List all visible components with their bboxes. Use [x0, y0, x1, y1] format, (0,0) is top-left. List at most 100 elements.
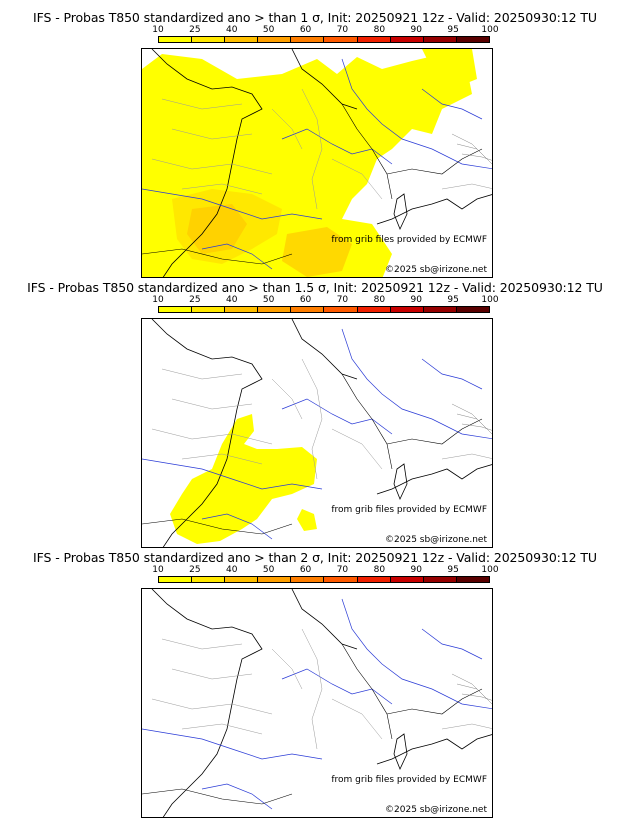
colorbar-tick-label: 25: [189, 295, 201, 305]
colorbar-tick-label: 100: [481, 565, 499, 575]
map-canvas: [142, 319, 492, 547]
colorbar-tick-label: 100: [481, 295, 499, 305]
colorbar-segment: [390, 307, 424, 312]
colorbar-segment: [258, 37, 292, 42]
colorbar-tick-label: 80: [373, 295, 386, 305]
colorbar-segment: [159, 37, 193, 42]
colorbar-tick-labels: 10 25 40 50 60 70 80 90 95 100: [152, 25, 498, 35]
map-canvas: [142, 589, 492, 817]
map-canvas: [142, 49, 492, 277]
colorbar-tick-label: 90: [410, 295, 422, 305]
colorbar-segment: [291, 577, 325, 582]
colorbar-tick-label: 100: [481, 25, 499, 35]
island-corsica: [393, 193, 408, 231]
data-source-credit: from grib files provided by ECMWF: [331, 775, 487, 785]
colorbar-segment: [291, 37, 325, 42]
colorbar-tick-label: 25: [189, 565, 201, 575]
colorbar-segment: [456, 577, 489, 582]
colorbar-segment: [291, 307, 325, 312]
colorbar-tick-label: 40: [226, 295, 238, 305]
country-borders: [142, 103, 483, 265]
rivers: [142, 328, 492, 540]
admin-boundaries: [151, 628, 492, 750]
country-borders: [142, 373, 483, 535]
colorbar-tick-label: 10: [152, 295, 164, 305]
colorbar: [158, 36, 490, 43]
colorbar-segment: [456, 307, 489, 312]
colorbar-segment: [258, 577, 292, 582]
probability-area-high: [282, 227, 352, 277]
colorbar: [158, 576, 490, 583]
admin-boundaries: [151, 88, 492, 210]
admin-boundaries: [151, 358, 492, 480]
colorbar-segment: [390, 37, 424, 42]
colorbar-tick-label: 10: [152, 565, 164, 575]
alpine-contours: [451, 403, 492, 435]
colorbar-tick-label: 60: [299, 295, 312, 305]
probability-map: from grib files provided by ECMWF ©2025 …: [141, 588, 493, 818]
colorbar-segment: [423, 307, 457, 312]
data-source-credit: from grib files provided by ECMWF: [331, 235, 487, 245]
colorbar-tick-label: 95: [447, 25, 459, 35]
copyright-credit: ©2025 sb@irizone.net: [385, 265, 487, 275]
colorbar-segment: [357, 37, 391, 42]
colorbar-segment: [357, 577, 391, 582]
colorbar-tick-label: 95: [447, 565, 459, 575]
alpine-contours: [451, 133, 492, 165]
colorbar: [158, 306, 490, 313]
probability-area-north: [422, 49, 477, 89]
colorbar-segment: [192, 37, 226, 42]
colorbar-tick-label: 25: [189, 25, 201, 35]
colorbar-tick-label: 50: [262, 565, 275, 575]
island-corsica: [393, 463, 408, 501]
island-corsica: [393, 733, 408, 771]
colorbar-segment: [423, 577, 457, 582]
panel-title: IFS - Probas T850 standardized ano > tha…: [33, 550, 597, 565]
country-borders: [142, 643, 483, 805]
colorbar-segment: [225, 577, 259, 582]
colorbar-tick-label: 90: [410, 25, 422, 35]
map-panel-2: IFS - Probas T850 standardized ano > tha…: [0, 270, 630, 548]
colorbar-segment: [324, 37, 358, 42]
probability-map: from grib files provided by ECMWF ©2025 …: [141, 48, 493, 278]
colorbar-segment: [324, 307, 358, 312]
colorbar-segment: [225, 37, 259, 42]
probability-area-high-2: [187, 204, 247, 254]
colorbar-segment: [357, 307, 391, 312]
colorbar-tick-label: 90: [410, 565, 422, 575]
panel-title: IFS - Probas T850 standardized ano > tha…: [33, 10, 597, 25]
data-source-credit: from grib files provided by ECMWF: [331, 505, 487, 515]
colorbar-tick-labels: 10 25 40 50 60 70 80 90 95 100: [152, 565, 498, 575]
colorbar-tick-label: 40: [226, 25, 238, 35]
colorbar-tick-label: 70: [336, 565, 349, 575]
copyright-credit: ©2025 sb@irizone.net: [385, 535, 487, 545]
alpine-contours: [451, 673, 492, 705]
colorbar-segment: [390, 577, 424, 582]
colorbar-segment: [192, 307, 226, 312]
colorbar-segment: [225, 307, 259, 312]
map-panel-3: IFS - Probas T850 standardized ano > tha…: [0, 540, 630, 818]
colorbar-tick-label: 95: [447, 295, 459, 305]
colorbar-segment: [192, 577, 226, 582]
colorbar-tick-label: 80: [373, 25, 386, 35]
probability-area: [170, 414, 317, 544]
rivers: [142, 598, 492, 810]
colorbar-tick-label: 40: [226, 565, 238, 575]
colorbar-tick-labels: 10 25 40 50 60 70 80 90 95 100: [152, 295, 498, 305]
colorbar-segment: [324, 577, 358, 582]
colorbar-tick-label: 60: [299, 565, 312, 575]
colorbar-segment: [258, 307, 292, 312]
copyright-credit: ©2025 sb@irizone.net: [385, 805, 487, 815]
colorbar-tick-label: 50: [262, 295, 275, 305]
map-panel-1: IFS - Probas T850 standardized ano > tha…: [0, 0, 630, 278]
colorbar-tick-label: 80: [373, 565, 386, 575]
colorbar-segment: [423, 37, 457, 42]
panel-title: IFS - Probas T850 standardized ano > tha…: [27, 280, 603, 295]
colorbar-tick-label: 50: [262, 25, 275, 35]
colorbar-segment: [456, 37, 489, 42]
colorbar-tick-label: 10: [152, 25, 164, 35]
probability-map: from grib files provided by ECMWF ©2025 …: [141, 318, 493, 548]
colorbar-tick-label: 60: [299, 25, 312, 35]
colorbar-tick-label: 70: [336, 295, 349, 305]
colorbar-segment: [159, 307, 193, 312]
